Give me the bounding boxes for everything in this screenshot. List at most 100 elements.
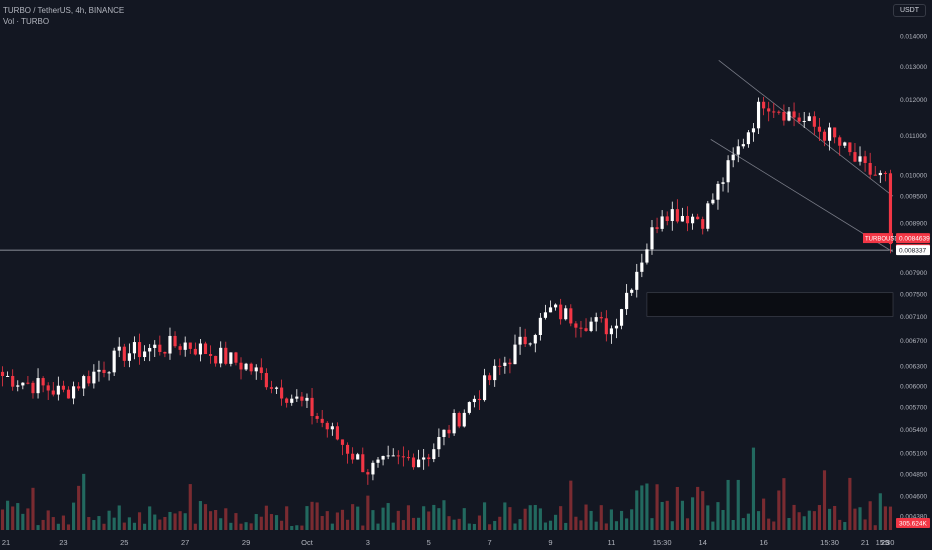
candle — [797, 112, 801, 124]
price-tick-label: 0.010000 — [900, 172, 927, 179]
volume-bar — [6, 500, 10, 530]
volume-bar — [295, 525, 299, 530]
candle-body — [371, 462, 375, 475]
candle — [807, 112, 811, 122]
price-tick-label: 0.014000 — [900, 34, 927, 41]
volume-bar — [508, 507, 512, 530]
volume-bar — [163, 516, 167, 530]
volume-bar — [878, 493, 882, 530]
volume-bar — [46, 510, 50, 530]
candle — [391, 448, 395, 457]
candle-body — [701, 219, 705, 229]
candle — [437, 428, 441, 457]
candle-body — [888, 173, 893, 245]
volume-bar — [817, 505, 822, 530]
candle — [295, 389, 299, 402]
candle-body — [132, 342, 137, 354]
candle — [848, 142, 852, 156]
candle — [630, 288, 634, 296]
candle-body — [706, 203, 710, 229]
candle-body — [249, 363, 253, 372]
candle — [82, 374, 86, 397]
candle-body — [391, 455, 395, 457]
candle — [254, 364, 258, 380]
candle-body — [422, 457, 426, 460]
candle-body — [285, 398, 289, 403]
candle-body — [863, 156, 867, 163]
candle-body — [127, 353, 131, 361]
volume-bar — [767, 518, 771, 530]
volume-bar — [31, 487, 35, 530]
candle — [188, 342, 192, 354]
volume-bar — [543, 522, 548, 530]
candle — [528, 342, 532, 347]
volume-bar — [26, 508, 30, 530]
volume-bar — [665, 500, 669, 530]
candle-body — [589, 321, 593, 331]
volume-bar — [188, 484, 192, 530]
candle-body — [503, 362, 507, 366]
candle-body — [833, 127, 837, 138]
candle-body — [264, 373, 268, 388]
candle — [762, 96, 766, 116]
candle-body — [457, 412, 461, 427]
volume-bar — [711, 521, 715, 530]
candle-body — [280, 387, 284, 399]
volume-bar — [503, 502, 507, 530]
candle-body — [148, 347, 152, 352]
candle-body — [87, 376, 91, 384]
price-tick-label: 0.013000 — [900, 64, 927, 71]
last-price-tag-bg — [896, 233, 930, 244]
candle — [838, 135, 842, 156]
volume-bar — [457, 518, 461, 530]
time-tick-label: 7 — [488, 538, 492, 547]
candle-body — [543, 312, 548, 318]
candle — [386, 445, 390, 460]
candle-body — [817, 126, 822, 132]
volume-bar — [625, 518, 629, 530]
price-tick-label: 0.007900 — [900, 270, 927, 277]
candle-body — [158, 344, 162, 352]
candle — [817, 118, 822, 141]
candle — [452, 409, 456, 436]
time-tick-label: 27 — [181, 538, 189, 547]
candle-body — [66, 389, 71, 399]
candle-body — [584, 328, 588, 331]
candle — [609, 325, 613, 344]
candle — [589, 317, 593, 333]
candle — [493, 359, 497, 387]
volume-bar — [193, 523, 197, 530]
candle-body — [143, 351, 147, 358]
candle — [675, 199, 679, 224]
candle — [274, 386, 279, 394]
candle — [726, 155, 730, 193]
candle — [315, 412, 319, 423]
volume-bar — [432, 504, 436, 530]
candle-body — [650, 227, 654, 250]
candle — [158, 335, 162, 356]
volume-bar — [477, 515, 482, 530]
candle-body — [452, 412, 456, 434]
candle-body — [523, 336, 527, 345]
price-tick-label: 0.007100 — [900, 314, 927, 321]
candle — [224, 341, 228, 366]
candle — [467, 401, 471, 415]
candle-body — [721, 182, 725, 184]
candle-body — [442, 429, 446, 437]
candle-body — [802, 120, 806, 122]
volume-bar — [122, 522, 126, 530]
currency-button[interactable]: USDT — [892, 4, 926, 17]
volume-bar — [112, 517, 116, 530]
volume-bar — [66, 524, 71, 530]
candle — [163, 351, 167, 358]
candle — [457, 411, 461, 429]
volume-bar — [87, 517, 91, 530]
volume-bar — [137, 512, 142, 530]
volume-bar — [579, 520, 583, 530]
channel-lower-line — [710, 139, 894, 253]
candle-body — [406, 457, 411, 459]
volume-bar — [741, 518, 745, 530]
candle-body — [219, 347, 223, 364]
candle-body — [472, 398, 476, 403]
